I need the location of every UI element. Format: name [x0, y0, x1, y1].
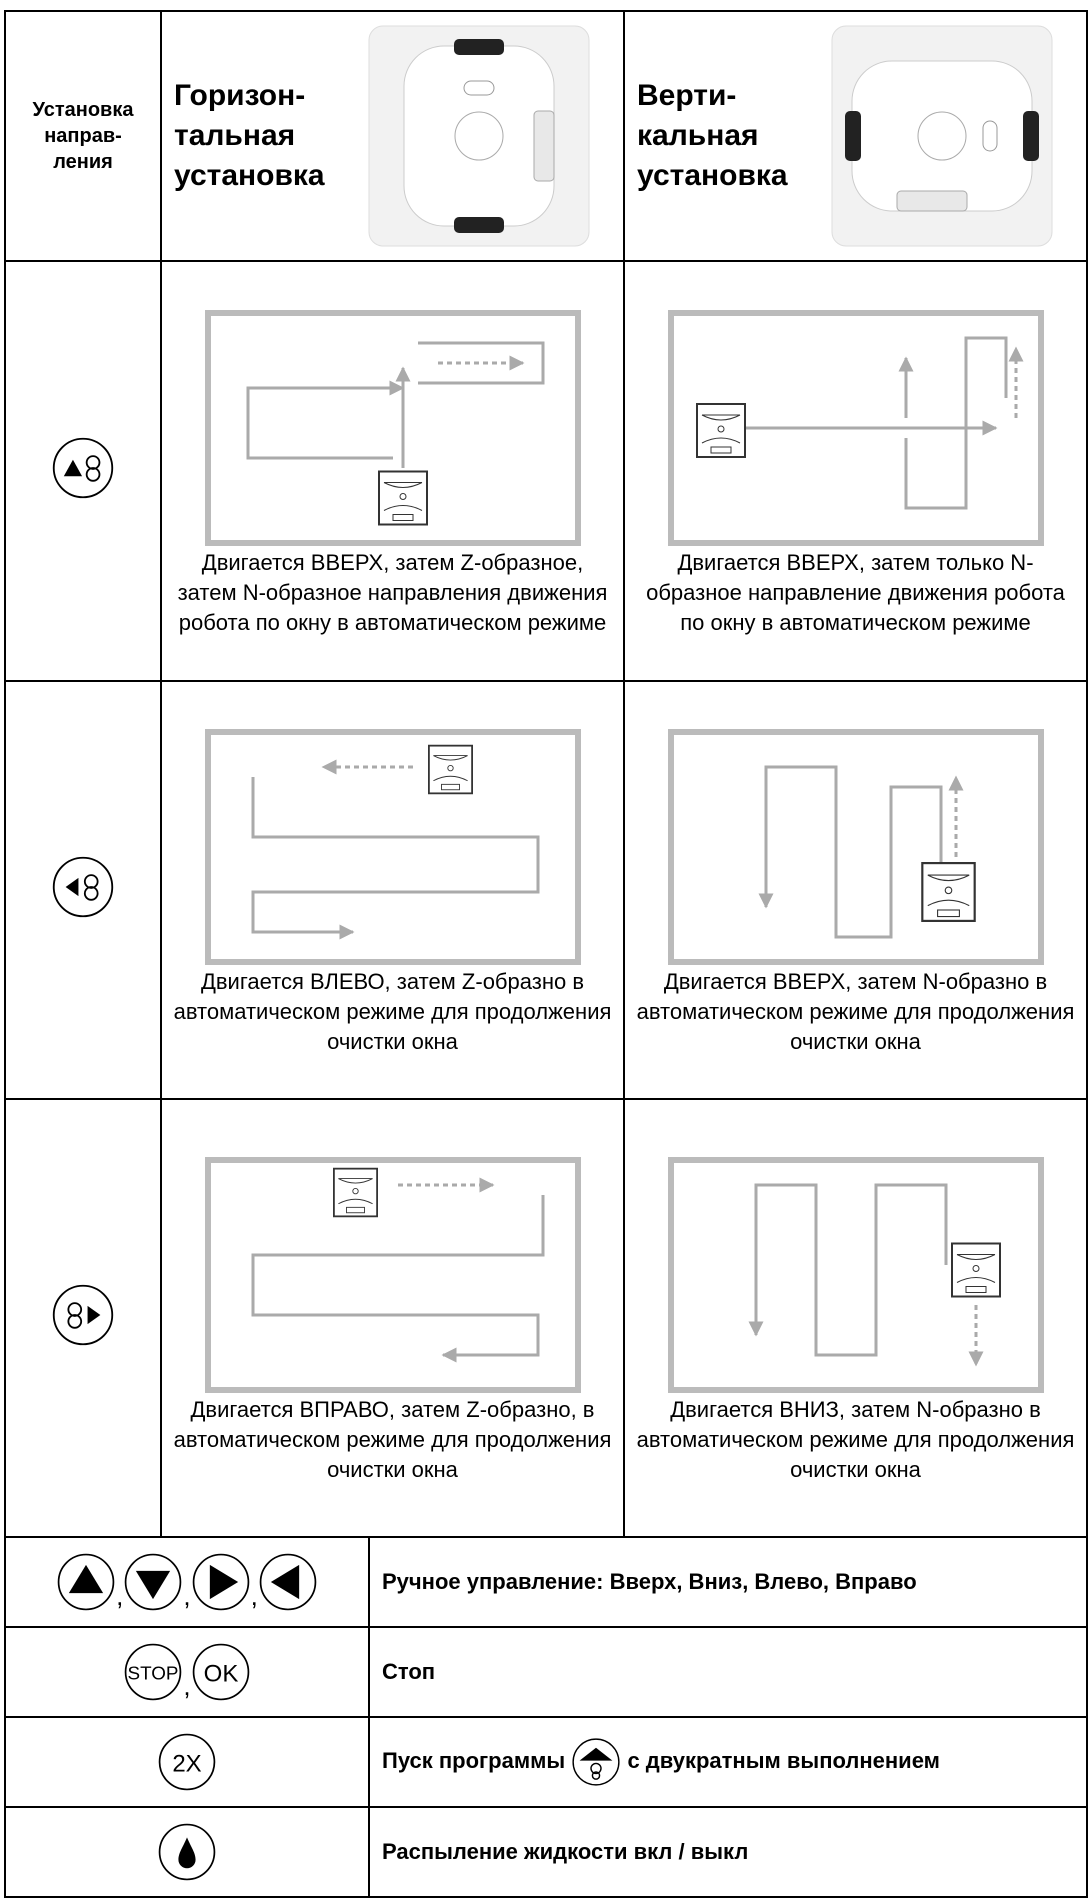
description: Двигается ВПРАВО, затем Z-образно, в авт… [173, 1397, 612, 1482]
description: Двигается ВВЕРХ, затем только N-образное… [646, 550, 1065, 635]
separator: , [116, 1581, 124, 1611]
mode-icon [4, 260, 162, 682]
separator: , [183, 1581, 191, 1611]
diagram-cell: Двигается ВВЕРХ, затем N-образно в автом… [623, 680, 1088, 1100]
diagram-cell: Двигается ВВЕРХ, затем только N-образное… [623, 260, 1088, 682]
path-diagram [204, 729, 581, 965]
horizontal-header: Горизон- тальная установка [160, 10, 625, 262]
control-text: Пуск программы с двукратным выполнением [368, 1716, 1088, 1808]
text-part: Пуск программы [382, 1747, 566, 1773]
path-diagram [204, 1157, 581, 1393]
description: Двигается ВВЕРХ, затем Z-образное, затем… [177, 550, 608, 635]
control-text: Ручное управление: Вверх, Вниз, Влево, В… [368, 1536, 1088, 1628]
mode-icon [4, 680, 162, 1100]
description: Двигается ВНИЗ, затем N-образно в автома… [636, 1397, 1075, 1482]
separator: , [250, 1581, 258, 1611]
diagram-cell: Двигается ВВЕРХ, затем Z-образное, затем… [160, 260, 625, 682]
control-text: Распыление жидкости вкл / выкл [368, 1806, 1088, 1898]
button-label: STOP [128, 1663, 179, 1684]
description: Двигается ВВЕРХ, затем N-образно в автом… [636, 969, 1075, 1054]
vertical-header: Верти- кальная установка [623, 10, 1088, 262]
separator: , [183, 1671, 191, 1701]
path-diagram [667, 729, 1044, 965]
control-icons: STOP, OK [4, 1626, 370, 1718]
control-text: Стоп [368, 1626, 1088, 1718]
control-icons: 2X [4, 1716, 370, 1808]
text-part: с двукратным выполнением [627, 1747, 940, 1773]
description: Двигается ВЛЕВО, затем Z-образно в автом… [173, 969, 612, 1054]
diagram-cell: Двигается ВЛЕВО, затем Z-образно в автом… [160, 680, 625, 1100]
path-diagram [667, 1157, 1044, 1393]
button-label: OK [203, 1660, 238, 1687]
col-header: Установка направ- ления [4, 10, 162, 262]
path-diagram [667, 310, 1044, 546]
path-diagram [204, 310, 581, 546]
diagram-cell: Двигается ВНИЗ, затем N-образно в автома… [623, 1098, 1088, 1538]
instruction-table: Установка направ- ления Горизон- тальная… [4, 10, 1088, 1538]
control-icons [4, 1806, 370, 1898]
diagram-cell: Двигается ВПРАВО, затем Z-образно, в авт… [160, 1098, 625, 1538]
controls-table: ,,, Ручное управление: Вверх, Вниз, Влев… [4, 1536, 1088, 1898]
control-icons: ,,, [4, 1536, 370, 1628]
header-text: Горизон- тальная установка [174, 79, 325, 192]
button-label: 2X [172, 1750, 201, 1777]
robot-photo [364, 21, 594, 251]
header-text: Верти- кальная установка [637, 79, 788, 192]
mode-icon [4, 1098, 162, 1538]
robot-photo [827, 21, 1057, 251]
